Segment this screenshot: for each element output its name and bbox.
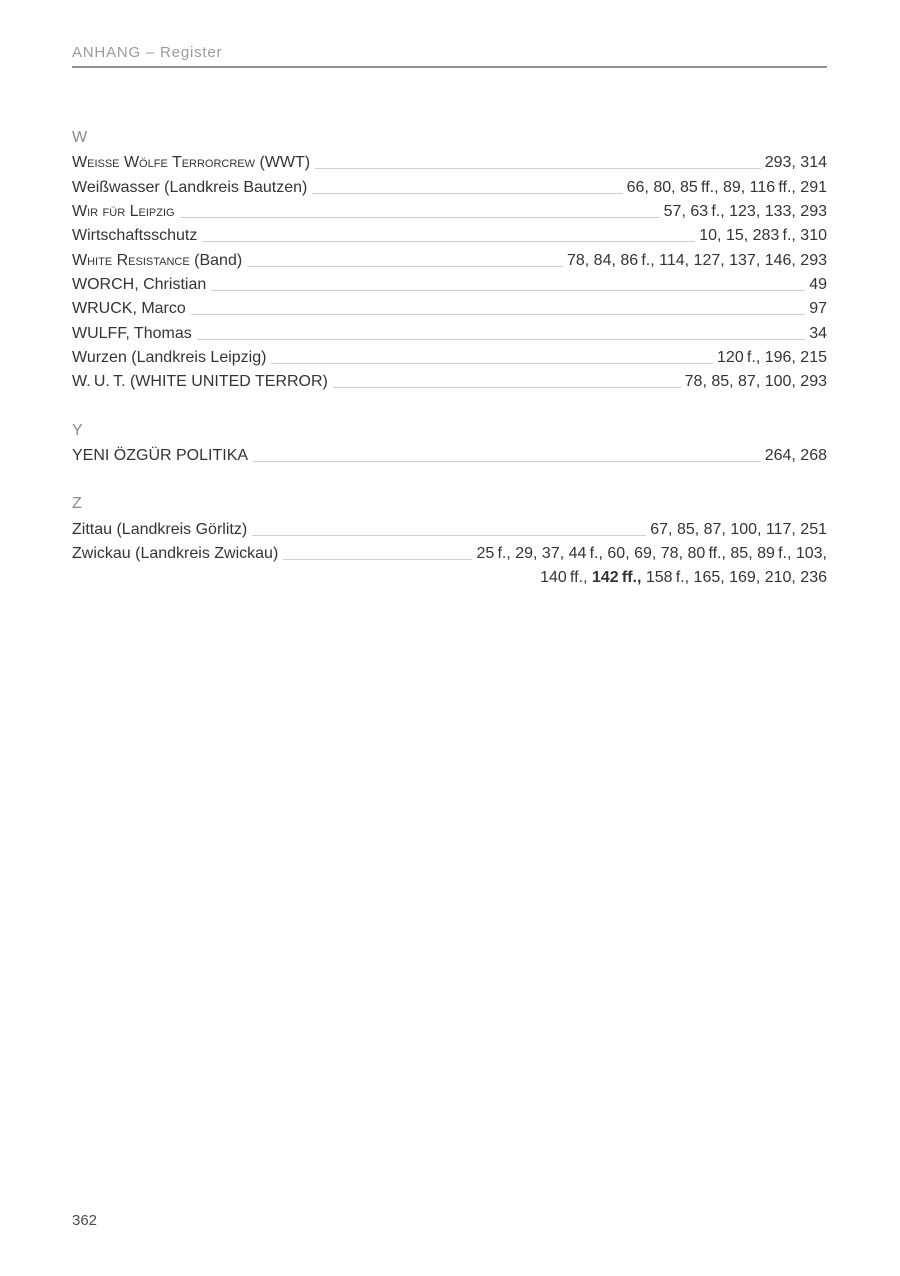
entry-page-numbers: 34 bbox=[809, 324, 827, 342]
index-entry-row: YENI ÖZGÜR POLITIKA 264, 268 bbox=[72, 444, 827, 468]
index-entry-row: Wirtschaftsschutz 10, 15, 283 f., 310 bbox=[72, 224, 827, 248]
entry-page-numbers: 67, 85, 87, 100, 117, 251 bbox=[650, 520, 827, 538]
entry-label: WORCH, Christian bbox=[72, 276, 207, 294]
leader-line bbox=[271, 363, 714, 365]
index-entry-row: Zittau (Landkreis Görlitz) 67, 85, 87, 1… bbox=[72, 518, 827, 542]
leader-line bbox=[252, 534, 647, 536]
section-letter: Z bbox=[72, 495, 82, 513]
entry-label: Zittau (Landkreis Görlitz) bbox=[72, 520, 248, 538]
index-entry-row: WORCH, Christian 49 bbox=[72, 273, 827, 297]
index-entry-row: Zwickau (Landkreis Zwickau) 25 f., 29, 3… bbox=[72, 542, 827, 591]
index-entry-row: Weisse Wölfe Terrorcrew (WWT) 293, 314 bbox=[72, 151, 827, 175]
section-entries: Zittau (Landkreis Görlitz) 67, 85, 87, 1… bbox=[72, 518, 827, 591]
index-entry-row: WULFF, Thomas 34 bbox=[72, 322, 827, 346]
section-entries: YENI ÖZGÜR POLITIKA 264, 268 bbox=[72, 444, 827, 468]
entry-page-numbers: 49 bbox=[809, 276, 827, 294]
running-title: ANHANG – Register bbox=[72, 44, 223, 61]
index-entry-row: W. U. T. (WHITE UNITED TERROR) 78, 85, 8… bbox=[72, 370, 827, 394]
entry-page-numbers: 10, 15, 283 f., 310 bbox=[699, 227, 827, 245]
entry-page-numbers: 66, 80, 85 ff., 89, 116 ff., 291 bbox=[626, 178, 827, 196]
header-rule bbox=[72, 66, 827, 68]
index-section: Y YENI ÖZGÜR POLITIKA 264, 268 bbox=[72, 419, 827, 469]
leader-line bbox=[315, 168, 761, 170]
index-body: W Weisse Wölfe Terrorcrew (WWT) 293, 314… bbox=[72, 126, 827, 591]
entry-page-numbers: 57, 63 f., 123, 133, 293 bbox=[663, 202, 827, 220]
leader-line bbox=[202, 241, 696, 243]
leader-line bbox=[283, 559, 473, 561]
leader-line bbox=[247, 265, 563, 267]
entry-label: WRUCK, Marco bbox=[72, 300, 186, 318]
section-letter: Y bbox=[72, 421, 83, 439]
leader-line bbox=[253, 461, 761, 463]
page-number: 362 bbox=[72, 1212, 98, 1229]
entry-label: YENI ÖZGÜR POLITIKA bbox=[72, 447, 249, 465]
entry-label: Wurzen (Landkreis Leipzig) bbox=[72, 349, 267, 367]
entry-label: White Resistance (Band) bbox=[72, 251, 243, 269]
entry-label: W. U. T. (WHITE UNITED TERROR) bbox=[72, 373, 328, 391]
index-entry-row: Wir für Leipzig 57, 63 f., 123, 133, 293 bbox=[72, 200, 827, 224]
section-letter: W bbox=[72, 129, 88, 146]
entry-label: Wirtschaftsschutz bbox=[72, 227, 198, 245]
index-section: Z Zittau (Landkreis Görlitz) 67, 85, 87,… bbox=[72, 492, 827, 590]
index-section: W Weisse Wölfe Terrorcrew (WWT) 293, 314… bbox=[72, 126, 827, 395]
section-entries: Weisse Wölfe Terrorcrew (WWT) 293, 314 W… bbox=[72, 151, 827, 394]
entry-label: Wir für Leipzig bbox=[72, 202, 175, 220]
entry-page-numbers: 78, 84, 86 f., 114, 127, 137, 146, 293 bbox=[566, 251, 827, 269]
index-entry-row: WRUCK, Marco 97 bbox=[72, 297, 827, 321]
entry-label: WULFF, Thomas bbox=[72, 324, 192, 342]
entry-page-numbers: 120 f., 196, 215 bbox=[717, 349, 827, 367]
index-entry-row: Weißwasser (Landkreis Bautzen) 66, 80, 8… bbox=[72, 176, 827, 200]
entry-page-numbers: 293, 314 bbox=[764, 154, 827, 172]
leader-line bbox=[196, 338, 806, 340]
leader-line bbox=[190, 314, 806, 316]
leader-line bbox=[332, 387, 681, 389]
entry-page-numbers: 78, 85, 87, 100, 293 bbox=[684, 373, 827, 391]
index-entry-row: Wurzen (Landkreis Leipzig) 120 f., 196, … bbox=[72, 346, 827, 370]
entry-page-numbers: 97 bbox=[809, 300, 827, 318]
entry-label: Zwickau (Landkreis Zwickau) bbox=[72, 545, 279, 563]
running-header: ANHANG – Register bbox=[72, 44, 827, 68]
entry-label: Weisse Wölfe Terrorcrew (WWT) bbox=[72, 154, 311, 172]
leader-line bbox=[211, 290, 806, 292]
index-entry-row: White Resistance (Band) 78, 84, 86 f., 1… bbox=[72, 249, 827, 273]
entry-page-numbers: 264, 268 bbox=[764, 447, 827, 465]
leader-line bbox=[312, 192, 623, 194]
entry-page-numbers: 25 f., 29, 37, 44 f., 60, 69, 78, 80 ff.… bbox=[476, 545, 827, 587]
leader-line bbox=[179, 216, 660, 218]
entry-label: Weißwasser (Landkreis Bautzen) bbox=[72, 178, 308, 196]
